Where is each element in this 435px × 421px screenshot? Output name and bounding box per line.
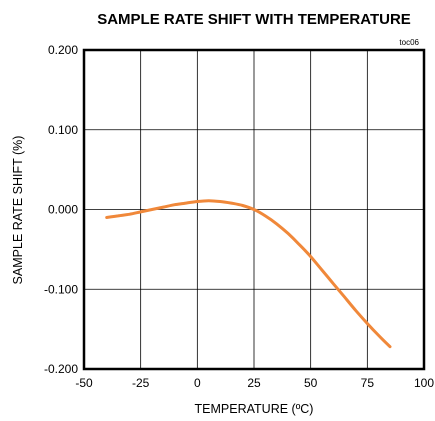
series-line [105, 199, 392, 349]
x-tick-label: -50 [75, 376, 93, 390]
x-axis-label: TEMPERATURE (ºC) [195, 402, 314, 416]
y-tick-label: -0.200 [44, 362, 78, 376]
y-tick-label: 0.100 [48, 123, 78, 137]
x-tick-label: 50 [304, 376, 318, 390]
x-tick-label: 0 [194, 376, 201, 390]
x-tick-label: -25 [132, 376, 150, 390]
chart-tag: toc06 [399, 38, 419, 47]
y-tick-label: 0.000 [48, 203, 78, 217]
x-tick-labels: -50 -25 0 25 50 75 100 [75, 376, 434, 390]
x-tick-label: 75 [361, 376, 375, 390]
x-tick-label: 100 [414, 376, 434, 390]
x-tick-label: 25 [247, 376, 261, 390]
plot-frame [82, 48, 426, 371]
y-tick-labels: 0.200 0.100 0.000 -0.100 -0.200 [44, 43, 78, 376]
y-tick-label: 0.200 [48, 43, 78, 57]
y-axis-label: SAMPLE RATE SHIFT (%) [11, 136, 25, 285]
y-tick-label: -0.100 [44, 282, 78, 296]
chart-title: SAMPLE RATE SHIFT WITH TEMPERATURE [97, 11, 411, 28]
